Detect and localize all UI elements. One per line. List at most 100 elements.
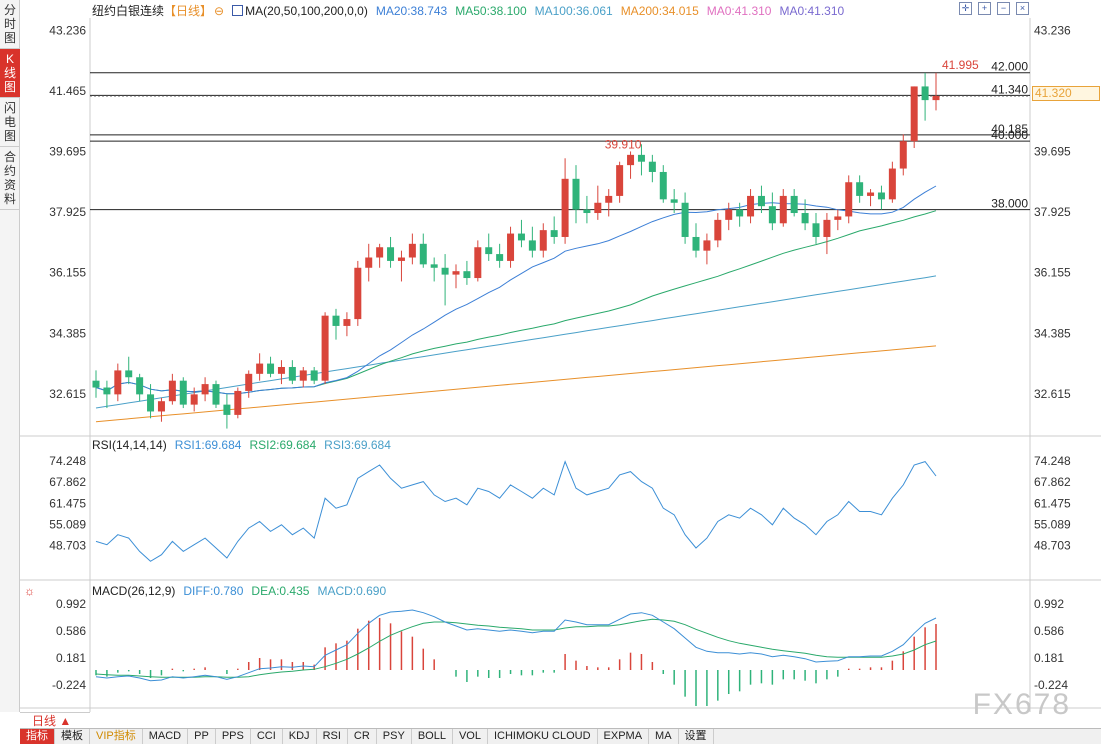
macd-axis-label-left: -0.224: [52, 678, 86, 692]
macd-value: MACD:0.690: [317, 584, 387, 598]
price-axis-label-left: 37.925: [49, 205, 86, 219]
candle-body: [648, 161, 656, 172]
tab-settings[interactable]: 设置: [679, 729, 714, 744]
price-axis-label-right: 34.385: [1034, 326, 1071, 340]
zoom-out-icon[interactable]: −: [997, 2, 1010, 15]
tab-pp[interactable]: PP: [188, 729, 216, 744]
side-nav-flash[interactable]: 闪电图: [0, 98, 20, 147]
candle-body: [397, 257, 405, 261]
candle-body: [932, 96, 940, 101]
rsi-axis-label-left: 61.475: [49, 496, 86, 510]
candle-body: [267, 363, 275, 374]
candle-body: [539, 230, 547, 251]
price-axis-label-right: 39.695: [1034, 145, 1071, 159]
candle-body: [528, 240, 536, 251]
macd-name: MACD(26,12,9): [92, 584, 176, 598]
candle-body: [365, 257, 373, 268]
rsi-axis-label-left: 74.248: [49, 454, 86, 468]
macd-axis-label-right: 0.992: [1034, 597, 1064, 611]
tab-rsi[interactable]: RSI: [317, 729, 348, 744]
candle-body: [485, 247, 493, 255]
candle-body: [616, 165, 624, 196]
price-axis-label-left: 34.385: [49, 326, 86, 340]
macd-collapse-icon[interactable]: ☼: [24, 584, 35, 598]
side-nav-timeshare[interactable]: 分时图: [0, 0, 20, 49]
candle-body: [670, 199, 678, 203]
watermark: FX678: [972, 688, 1071, 721]
tab-expma[interactable]: EXPMA: [598, 729, 650, 744]
candle-body: [812, 223, 820, 237]
ma50-value: MA50:38.100: [455, 3, 527, 18]
candle-body: [223, 404, 231, 415]
tab-template[interactable]: 模板: [55, 729, 90, 744]
candle-body: [507, 233, 515, 261]
chart-period[interactable]: 【日线】: [164, 4, 213, 18]
candle-body: [430, 264, 438, 268]
main-legend: 纽约白银连续 【日线】 ⊖ MA(20,50,100,200,0,0) MA20…: [92, 2, 844, 19]
candle-body: [201, 384, 209, 395]
tab-kdj[interactable]: KDJ: [283, 729, 317, 744]
candle-body: [757, 195, 765, 207]
chart-canvas[interactable]: 43.23643.23641.46541.46539.69539.69537.9…: [0, 0, 1101, 712]
price-axis-label-left: 43.236: [49, 23, 86, 37]
candle-body: [277, 366, 285, 374]
caret-up-icon: ▲: [59, 714, 72, 728]
tab-pps[interactable]: PPS: [216, 729, 251, 744]
candle-body: [659, 171, 667, 200]
close-icon[interactable]: ×: [1016, 2, 1029, 15]
price-axis-label-right: 37.925: [1034, 205, 1071, 219]
candle-body: [834, 216, 842, 220]
period-selector[interactable]: 日线 ▲: [20, 712, 90, 728]
candle-body: [419, 243, 427, 265]
current-price-tag: 41.320: [1032, 86, 1100, 101]
tab-ichimoku[interactable]: ICHIMOKU CLOUD: [488, 729, 598, 744]
tab-cci[interactable]: CCI: [251, 729, 283, 744]
level-label: 38.000: [991, 197, 1028, 211]
side-nav-contract-info[interactable]: 合约资料: [0, 147, 20, 210]
tab-indicators[interactable]: 指标: [20, 729, 55, 744]
macd-dea-line: [95, 618, 937, 678]
ma20-line: [95, 185, 937, 395]
candle-body: [921, 86, 929, 101]
tab-boll[interactable]: BOLL: [412, 729, 453, 744]
x-axis-label: 2025/07: [554, 711, 598, 712]
candle-body: [845, 182, 853, 217]
candle-body: [867, 192, 875, 196]
candle-body: [245, 373, 253, 391]
candle-body: [605, 195, 613, 203]
macd-diff-line: [95, 609, 937, 682]
side-nav-kline[interactable]: K线图: [0, 49, 20, 98]
candle-body: [190, 394, 198, 405]
candle-body: [899, 141, 907, 169]
candle-body: [736, 209, 744, 217]
candle-body: [463, 271, 471, 279]
candle-body: [474, 247, 482, 279]
candle-body: [256, 363, 264, 374]
crosshair-icon[interactable]: ✛: [959, 2, 972, 15]
zoom-in-icon[interactable]: +: [978, 2, 991, 15]
price-axis-label-right: 43.236: [1034, 23, 1071, 37]
tab-macd[interactable]: MACD: [143, 729, 189, 744]
macd-axis-label-right: 0.181: [1034, 651, 1064, 665]
settings-icon[interactable]: ⊖: [214, 3, 225, 18]
ma200-value: MA200:34.015: [620, 3, 699, 18]
high-annotation: 41.995: [942, 58, 979, 72]
level-label: 40.185: [991, 122, 1028, 136]
tab-vip-indicators[interactable]: VIP指标: [90, 729, 143, 744]
ma0-value-a: MA0:41.310: [706, 3, 772, 18]
candle-body: [136, 377, 144, 395]
tab-psy[interactable]: PSY: [377, 729, 412, 744]
side-nav: 分时图 K线图 闪电图 合约资料: [0, 0, 20, 712]
rsi-axis-label-right: 61.475: [1034, 496, 1071, 510]
macd-axis-label-right: 0.586: [1034, 624, 1064, 638]
candle-body: [637, 154, 645, 162]
ma-settings-icon[interactable]: [232, 5, 244, 16]
candle-body: [452, 271, 460, 275]
macd-legend: MACD(26,12,9) DIFF:0.780 DEA:0.435 MACD:…: [92, 584, 386, 598]
level-label: 41.340: [991, 82, 1028, 96]
tab-ma[interactable]: MA: [649, 729, 679, 744]
rsi1-value: RSI1:69.684: [174, 438, 242, 452]
macd-axis-label-left: 0.992: [56, 597, 86, 611]
tab-cr[interactable]: CR: [348, 729, 377, 744]
tab-vol[interactable]: VOL: [453, 729, 488, 744]
